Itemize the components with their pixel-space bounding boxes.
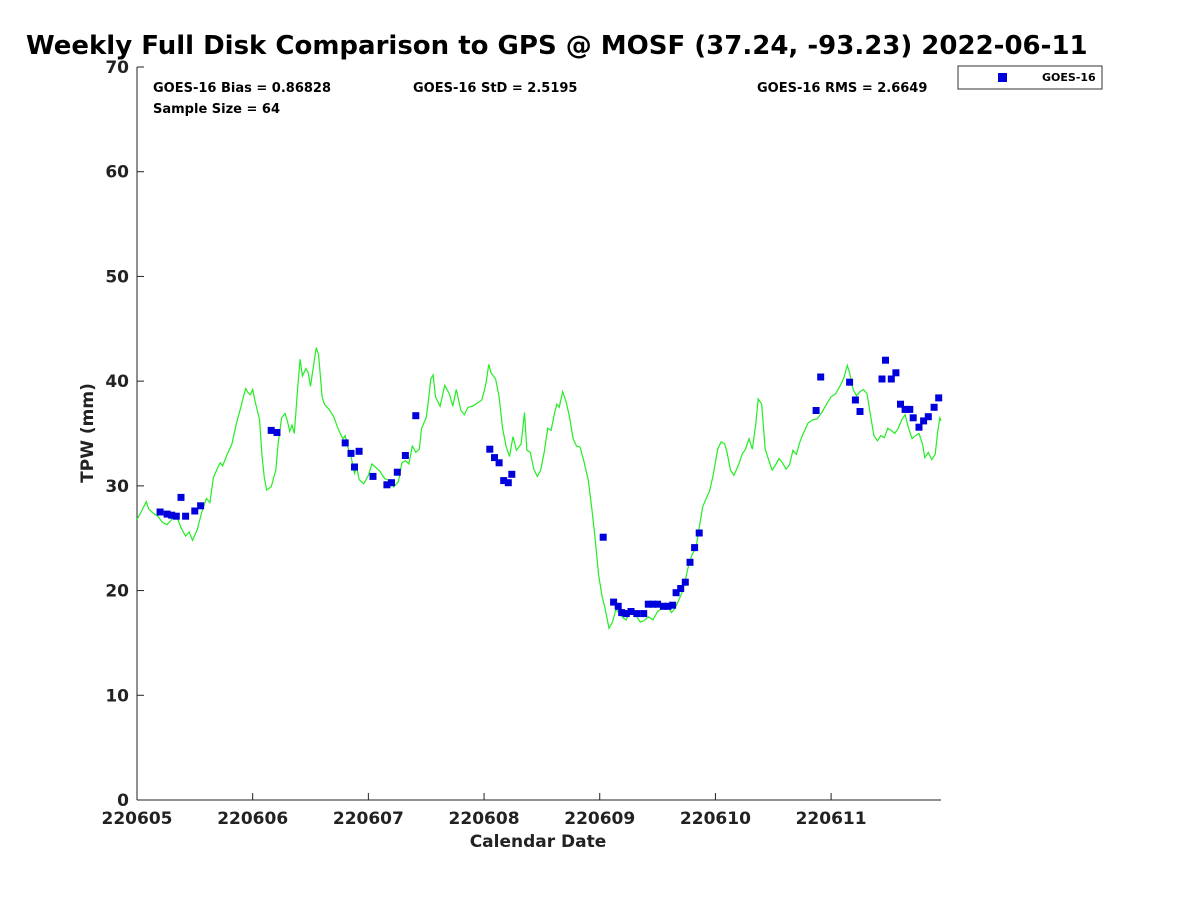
goes16-point — [500, 477, 508, 485]
goes16-point — [177, 493, 185, 501]
goes16-point — [654, 600, 662, 608]
goes16-point — [267, 426, 275, 434]
goes16-point — [163, 510, 171, 518]
goes16-point — [649, 600, 657, 608]
goes16-point — [695, 529, 703, 537]
series-layer — [136, 347, 943, 631]
goes16-point — [856, 408, 864, 415]
goes16-point — [920, 417, 928, 425]
x-tick-label: 220606 — [217, 809, 288, 829]
goes16-point — [640, 610, 648, 618]
goes16-point — [924, 413, 932, 421]
goes16-point — [401, 452, 409, 459]
goes16-point — [369, 472, 377, 480]
goes16-point — [156, 508, 164, 516]
x-tick-label: 220608 — [449, 809, 520, 829]
rms-stat: GOES-16 RMS = 2.6649 — [757, 81, 927, 96]
y-ticks: 0 10 20 30 40 50 60 70 — [105, 58, 144, 811]
goes16-point — [686, 558, 694, 566]
bias-stat: GOES-16 Bias = 0.86828 — [153, 81, 331, 96]
goes16-point — [901, 405, 909, 413]
y-axis-label: TPW (mm) — [78, 383, 98, 483]
goes16-point — [412, 412, 420, 420]
sample-size-stat: Sample Size = 64 — [153, 102, 280, 117]
x-tick-label: 220609 — [564, 809, 635, 829]
y-tick-label: 30 — [105, 477, 129, 497]
goes16-point — [273, 429, 281, 436]
goes16-point — [393, 468, 401, 476]
goes16-point — [812, 407, 820, 414]
y-tick-label: 20 — [105, 582, 129, 602]
goes16-point — [915, 423, 923, 431]
std-stat: GOES-16 StD = 2.5195 — [413, 81, 577, 96]
y-tick-label: 10 — [105, 686, 129, 706]
y-tick-label: 0 — [117, 791, 129, 811]
goes16-point — [172, 512, 180, 520]
legend-marker-goes16 — [998, 73, 1007, 82]
y-tick-label: 40 — [105, 372, 129, 392]
goes16-point — [878, 375, 886, 383]
goes16-point — [341, 439, 349, 447]
plot-area: 0 10 20 30 40 50 60 70 220605 220606 220607 220608… — [102, 58, 943, 829]
goes16-point — [909, 414, 917, 422]
legend-box — [957, 65, 1103, 90]
goes16-point — [191, 507, 199, 515]
gps-tpw-line — [136, 347, 942, 631]
goes16-point — [504, 479, 512, 487]
plot-background — [137, 67, 941, 800]
goes16-point — [681, 578, 689, 586]
goes16-point — [355, 447, 363, 455]
legend: GOES-16 — [957, 65, 1103, 90]
goes16-point — [664, 602, 672, 610]
goes16-point — [197, 502, 205, 510]
goes16-point — [887, 375, 895, 383]
legend-label-goes16: GOES-16 — [1042, 71, 1096, 84]
goes16-point — [659, 602, 667, 610]
goes16-point — [610, 598, 618, 606]
goes16-point — [614, 602, 622, 610]
goes16-point — [669, 601, 677, 609]
goes16-point — [817, 373, 825, 381]
goes16-point — [351, 463, 358, 471]
x-tick-label: 220605 — [102, 809, 173, 829]
chart-title: Weekly Full Disk Comparison to GPS @ MOS… — [26, 31, 1088, 61]
goes16-point — [168, 511, 176, 519]
goes16-point — [491, 454, 498, 462]
goes16-point — [677, 585, 685, 592]
x-tick-label: 220610 — [680, 809, 751, 829]
goes16-point — [486, 445, 494, 453]
goes16-point — [930, 403, 938, 411]
goes16-point — [388, 479, 395, 487]
goes16-point — [347, 449, 355, 457]
goes16-point — [672, 589, 680, 597]
goes16-point — [897, 400, 904, 408]
goes16-point — [599, 533, 607, 541]
x-ticks: 220605 220606 220607 220608 220609 220610 2206… — [102, 793, 867, 829]
goes16-point — [846, 378, 854, 386]
x-tick-label: 220611 — [796, 809, 867, 829]
goes16-point — [851, 396, 859, 404]
goes16-point — [882, 356, 889, 364]
goes16-point — [508, 470, 516, 478]
goes16-point — [622, 610, 630, 618]
y-tick-label: 70 — [105, 58, 129, 78]
x-tick-label: 220607 — [333, 809, 404, 829]
goes16-point — [906, 405, 914, 413]
goes16-point — [182, 512, 190, 520]
goes16-point — [892, 369, 900, 377]
x-axis-label: Calendar Date — [470, 832, 607, 852]
y-tick-label: 60 — [105, 163, 129, 183]
goes16-point — [495, 459, 503, 467]
goes16-point — [633, 610, 641, 618]
goes16-point — [618, 609, 626, 617]
goes16-point — [383, 481, 391, 489]
goes16-point — [644, 600, 652, 608]
y-tick-label: 50 — [105, 267, 129, 287]
goes16-point — [627, 608, 635, 615]
goes16-point — [691, 544, 699, 552]
goes16-point — [935, 394, 943, 402]
